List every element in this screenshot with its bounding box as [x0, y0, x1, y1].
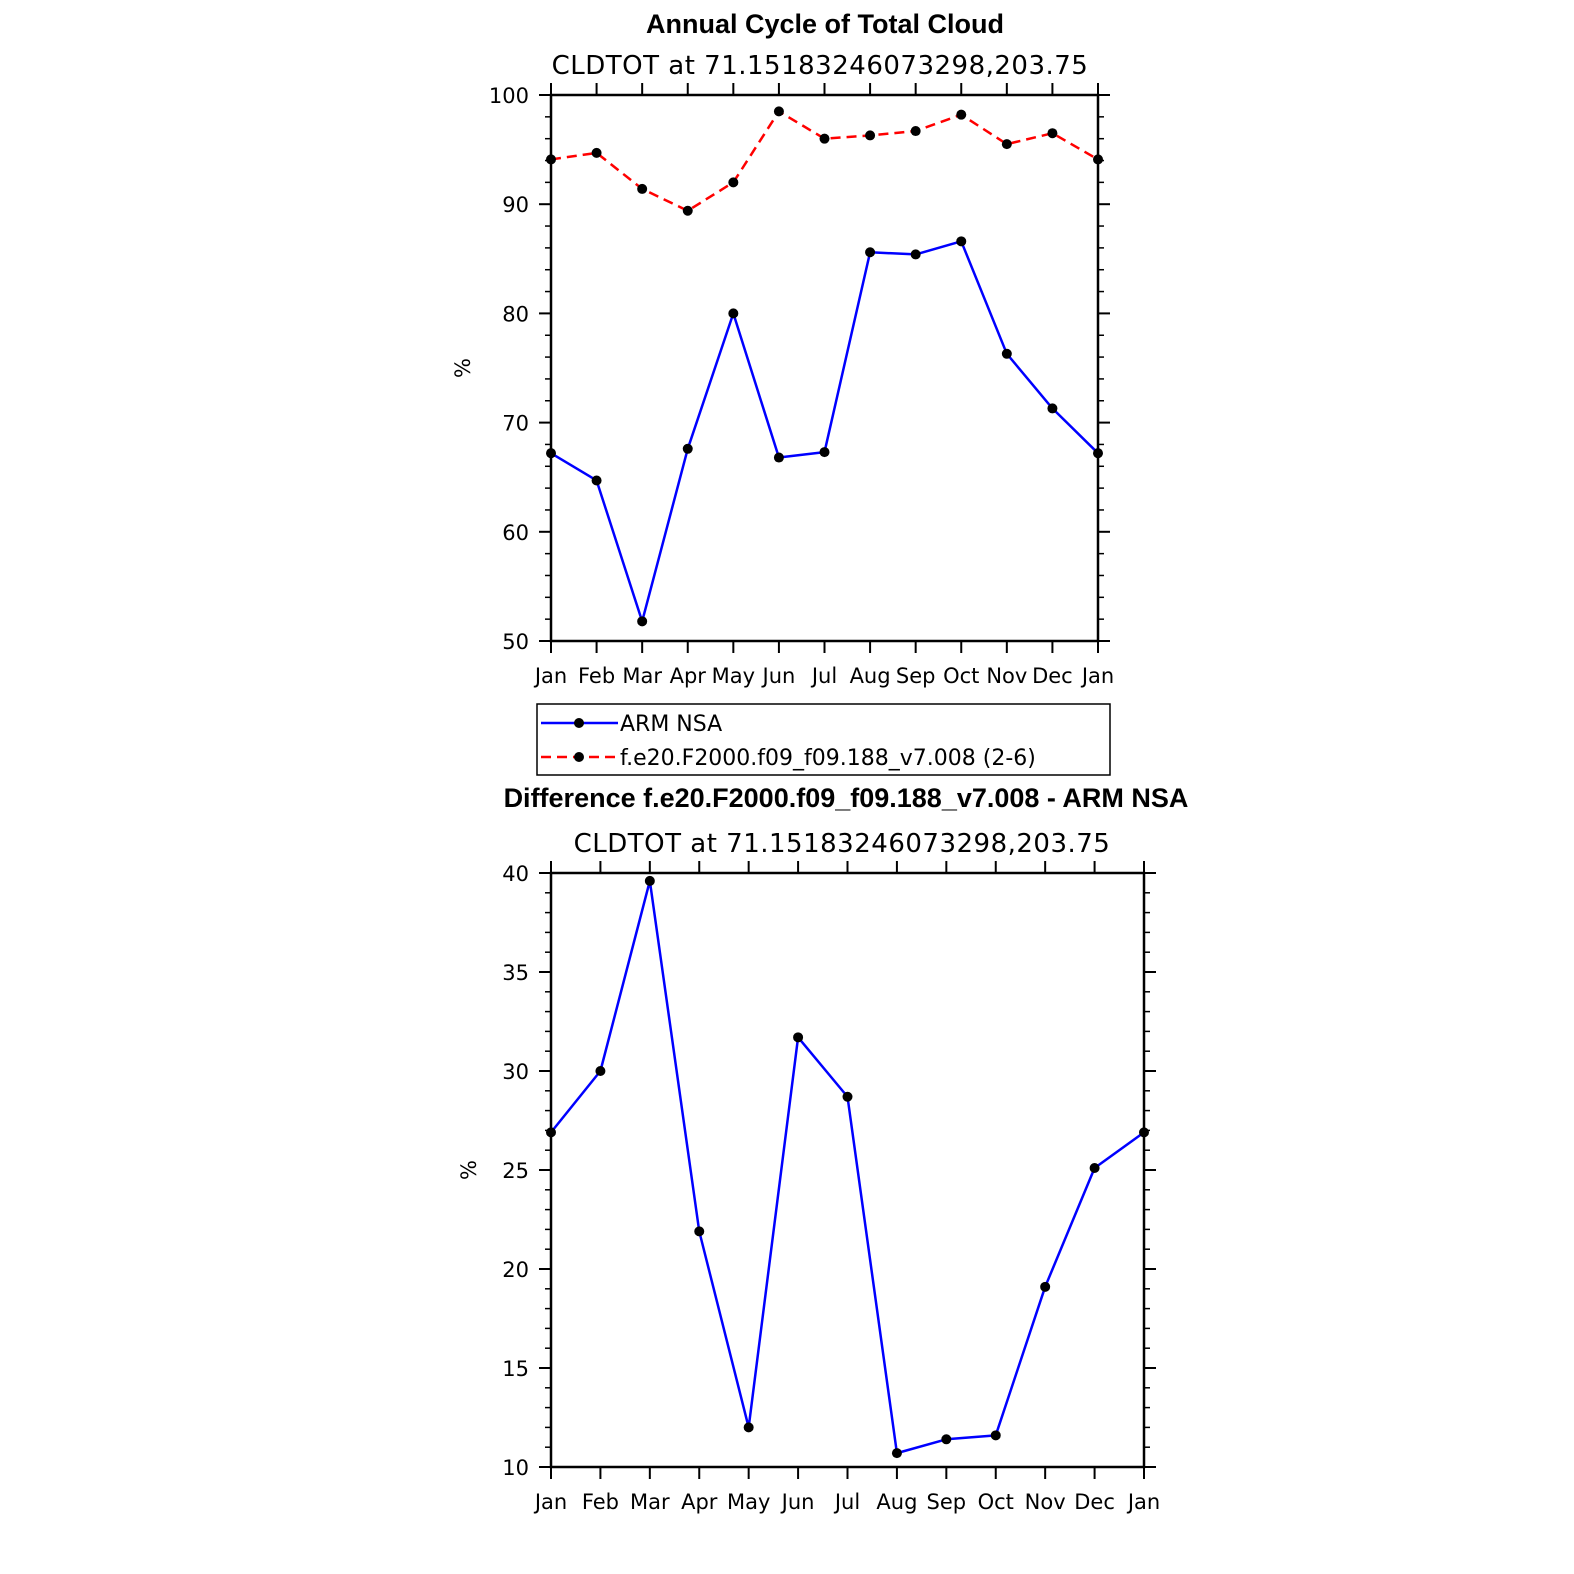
chart1-series-1-point: [910, 249, 921, 260]
chart2-ytick-label: 15: [502, 1357, 529, 1381]
legend-model-label: f.e20.F2000.f09_f09.188_v7.008 (2-6): [620, 746, 1036, 771]
chart2-ytick-label: 25: [502, 1159, 529, 1183]
legend-model-marker: [574, 752, 584, 762]
chart1-series-1-point: [865, 247, 876, 258]
chart2-series-1-point: [644, 875, 655, 886]
chart1-series-2-point: [728, 177, 739, 188]
legend-arm-label: ARM NSA: [620, 712, 722, 737]
chart1-xtick-label: Dec: [1032, 664, 1073, 688]
chart2-xtick-label: Sep: [927, 1490, 967, 1514]
chart1-ytick-label: 50: [502, 630, 529, 654]
chart2-plot-area: 10 15 20 25 30 35 40 Jan Feb Mar Apr May Jun Jul Aug Se…: [502, 861, 1160, 1514]
chart2-title: Difference f.e20.F2000.f09_f09.188_v7.00…: [504, 783, 1189, 813]
chart1-series-2-point: [1001, 139, 1012, 150]
chart1-series-1-point: [546, 448, 556, 459]
chart2-series-1-point: [694, 1226, 705, 1237]
chart2-ytick-label: 30: [502, 1060, 529, 1084]
chart1-xtick-label: May: [712, 664, 755, 688]
chart1-series-2-point: [682, 205, 693, 216]
chart2-xtick-label: Oct: [978, 1490, 1014, 1514]
chart2-series-1-point: [842, 1091, 853, 1102]
chart1-frame: [549, 93, 1100, 643]
legend-arm-marker: [574, 718, 584, 728]
chart1-legend: ARM NSA f.e20.F2000.f09_f09.188_v7.008 (…: [536, 703, 1111, 776]
chart1-series-1-point: [637, 616, 648, 627]
chart2-ytick-label: 20: [502, 1258, 529, 1282]
chart1-series-2-point: [956, 109, 967, 120]
chart2-series-1-point: [546, 1127, 556, 1138]
chart1-ytick-label: 100: [489, 84, 529, 108]
chart1-xtick-label: Mar: [622, 664, 662, 688]
chart2-frame: [549, 871, 1146, 1469]
chart2-xtick-label: Mar: [630, 1490, 670, 1514]
chart1-ytick-label: 90: [502, 193, 529, 217]
chart1-series-1-point: [1093, 448, 1103, 459]
chart2-series-1-point: [1139, 1127, 1149, 1138]
chart1-ytick-label: 80: [502, 302, 529, 326]
chart1-series-1-point: [819, 447, 830, 458]
chart1-subtitle: CLDTOT at 71.15183246073298,203.75: [552, 51, 1089, 81]
chart2-xtick-label: Jul: [833, 1490, 860, 1514]
chart1-title: Annual Cycle of Total Cloud: [646, 9, 1004, 39]
chart2-xtick-label: Nov: [1025, 1490, 1066, 1514]
chart2-xtick-label: Jan: [1126, 1490, 1160, 1514]
chart2-xtick-label: Jan: [533, 1490, 567, 1514]
chart1-series-2-point: [773, 106, 784, 117]
chart2-ylabel: %: [457, 1160, 481, 1180]
chart1-xtick-label: Sep: [896, 664, 936, 688]
chart1-xtick-label: Jul: [810, 664, 837, 688]
chart1-xtick-label: Jan: [1080, 664, 1114, 688]
chart1-ytick-label: 60: [502, 521, 529, 545]
chart1-series-1-point: [1047, 403, 1058, 414]
chart2-ytick-label: 40: [502, 862, 529, 886]
chart2-series-1-point: [1089, 1163, 1100, 1174]
chart1-ytick-label: 70: [502, 412, 529, 436]
chart2-xtick-label: Apr: [681, 1490, 718, 1514]
chart1-xtick-label: Nov: [986, 664, 1027, 688]
chart2-ytick-label: 10: [502, 1456, 529, 1480]
chart1-series-2-point: [1093, 154, 1103, 165]
chart1-series-2-point: [910, 126, 921, 137]
chart2-ytick-label: 35: [502, 961, 529, 985]
chart1-series-2-point: [546, 154, 556, 165]
chart2-xtick-label: Dec: [1074, 1490, 1115, 1514]
chart2-series-1-point: [941, 1434, 952, 1445]
chart2-subtitle: CLDTOT at 71.15183246073298,203.75: [574, 829, 1111, 859]
chart2-xtick-label: Aug: [876, 1490, 917, 1514]
chart1-xtick-label: Feb: [578, 664, 615, 688]
chart1-xtick-label: Jan: [533, 664, 567, 688]
chart1-series-2-point: [819, 133, 830, 144]
chart2-xtick-label: Jun: [780, 1490, 815, 1514]
chart1-series-2-point: [1047, 128, 1058, 139]
chart1-xtick-label: Aug: [850, 664, 891, 688]
chart2-series-1-line: [550, 879, 1145, 1455]
chart2-xtick-label: Feb: [582, 1490, 619, 1514]
chart2-series-1-point: [1040, 1281, 1051, 1292]
chart1-xtick-label: Oct: [943, 664, 979, 688]
chart2-series-1-point: [793, 1032, 804, 1043]
chart2-series-1-point: [743, 1422, 754, 1433]
chart1-series-1-point: [956, 236, 967, 247]
chart1-xtick-label: Apr: [670, 664, 707, 688]
chart2-series-1-point: [891, 1448, 902, 1459]
chart1-series-1-point: [1001, 348, 1012, 359]
legend-box: [536, 703, 1111, 776]
chart1-series-2-point: [637, 183, 648, 194]
chart1-series-1-point: [773, 452, 784, 463]
chart1-series-1-line: [550, 240, 1099, 623]
chart1-plot-area: 50 60 70 80 90 100 Jan Feb Mar Apr May Jun Jul Aug Sep…: [489, 83, 1114, 688]
chart1-series-1-point: [728, 308, 739, 319]
chart2-series-1-point: [990, 1430, 1001, 1441]
chart1-series-1-point: [591, 475, 602, 486]
chart1-series-2-point: [865, 130, 876, 141]
chart1-xtick-label: Jun: [761, 664, 796, 688]
chart1-series-2-line: [550, 110, 1099, 213]
chart1-series-2-point: [591, 147, 602, 158]
chart1-ylabel: %: [451, 358, 475, 378]
chart2-xtick-label: May: [727, 1490, 770, 1514]
chart2-series-1-point: [595, 1066, 606, 1076]
chart1-series-1-point: [682, 443, 693, 454]
